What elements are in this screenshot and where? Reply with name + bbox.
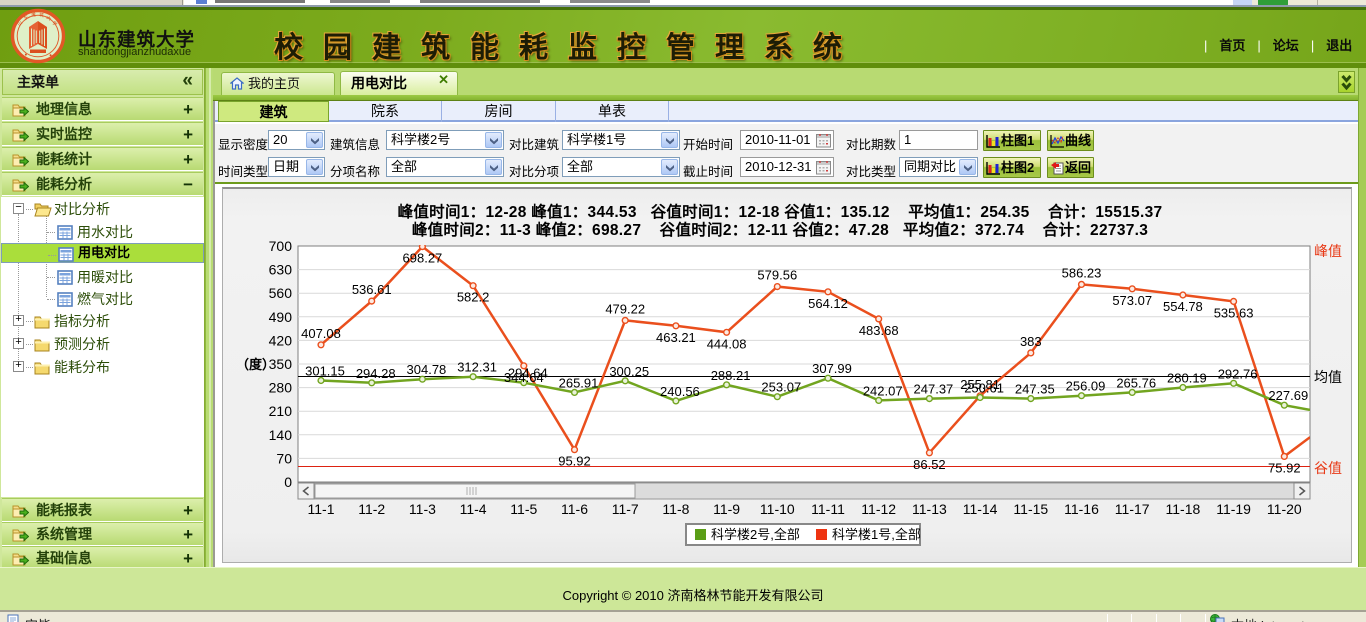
svg-text:383: 383 — [1020, 334, 1042, 349]
svg-text:479.22: 479.22 — [605, 301, 645, 316]
svg-text:579.56: 579.56 — [757, 268, 797, 283]
svg-text:峰值时间2：11-3 峰值2：698.27 谷值时间2: 峰值时间2：11-3 峰值2：698.27 谷值时间2：12-11 谷值2：47… — [412, 220, 1148, 239]
svg-text:350: 350 — [269, 356, 293, 372]
svg-text:（度）: （度） — [236, 357, 275, 372]
svg-text:242.07: 242.07 — [863, 383, 903, 398]
svg-text:255.81: 255.81 — [960, 377, 1000, 392]
svg-text:科学楼2号,全部: 科学楼2号,全部 — [711, 527, 800, 542]
svg-text:70: 70 — [276, 450, 292, 466]
svg-text:407.08: 407.08 — [301, 326, 341, 341]
svg-text:292.76: 292.76 — [1218, 366, 1258, 381]
svg-text:280.19: 280.19 — [1167, 371, 1207, 386]
svg-text:11-2: 11-2 — [358, 501, 385, 517]
svg-text:140: 140 — [269, 427, 293, 443]
svg-text:11-6: 11-6 — [561, 501, 588, 517]
svg-text:11-12: 11-12 — [861, 501, 896, 517]
svg-text:483.68: 483.68 — [859, 323, 899, 338]
svg-text:247.35: 247.35 — [1015, 382, 1055, 397]
svg-text:0: 0 — [284, 474, 292, 490]
svg-text:科学楼1号,全部: 科学楼1号,全部 — [832, 527, 921, 542]
svg-text:253.07: 253.07 — [761, 380, 801, 395]
svg-text:11-7: 11-7 — [612, 501, 639, 517]
svg-text:265.76: 265.76 — [1116, 375, 1156, 390]
svg-text:东: 东 — [22, 13, 29, 21]
svg-text:11-5: 11-5 — [510, 501, 537, 517]
svg-text:学: 学 — [51, 20, 59, 28]
svg-text:●: ● — [24, 52, 29, 58]
svg-text:463.21: 463.21 — [656, 330, 696, 345]
svg-text:247.37: 247.37 — [914, 382, 954, 397]
svg-text:筑: 筑 — [39, 11, 45, 19]
svg-text:11-20: 11-20 — [1267, 501, 1302, 517]
svg-text:11-14: 11-14 — [963, 501, 998, 517]
svg-text:280: 280 — [269, 380, 293, 396]
svg-text:11-1: 11-1 — [308, 501, 335, 517]
svg-text:307.99: 307.99 — [812, 361, 852, 376]
svg-text:554.78: 554.78 — [1163, 299, 1203, 314]
svg-text:●: ● — [48, 52, 53, 58]
svg-text:560: 560 — [269, 285, 293, 301]
svg-text:11-19: 11-19 — [1216, 501, 1251, 517]
svg-text:11-4: 11-4 — [460, 501, 487, 517]
svg-text:301.15: 301.15 — [305, 364, 345, 379]
svg-text:210: 210 — [269, 403, 293, 419]
svg-text:444.08: 444.08 — [707, 336, 747, 351]
svg-text:11-3: 11-3 — [409, 501, 436, 517]
svg-text:建: 建 — [31, 11, 37, 19]
svg-text:11-11: 11-11 — [811, 501, 845, 517]
svg-text:304.78: 304.78 — [407, 362, 447, 377]
svg-text:700: 700 — [269, 238, 293, 254]
svg-text:535.63: 535.63 — [1214, 305, 1254, 320]
svg-text:420: 420 — [269, 332, 293, 348]
svg-text:250.61: 250.61 — [964, 381, 1004, 396]
svg-text:11-13: 11-13 — [912, 501, 947, 517]
svg-text:11-10: 11-10 — [760, 501, 795, 517]
svg-text:240.56: 240.56 — [660, 384, 700, 399]
svg-text:山: 山 — [16, 19, 24, 28]
svg-text:75.92: 75.92 — [1268, 460, 1301, 475]
svg-text:大: 大 — [45, 14, 53, 23]
svg-text:11-9: 11-9 — [713, 501, 740, 517]
svg-text:294.28: 294.28 — [356, 366, 396, 381]
svg-text:11-15: 11-15 — [1013, 501, 1048, 517]
svg-text:11-16: 11-16 — [1064, 501, 1099, 517]
svg-text:11-8: 11-8 — [662, 501, 689, 517]
svg-text:谷值: 谷值 — [1314, 460, 1342, 476]
svg-text:300.25: 300.25 — [609, 364, 649, 379]
svg-text:344.64: 344.64 — [504, 370, 544, 385]
svg-text:288.21: 288.21 — [711, 368, 751, 383]
svg-text:227.69: 227.69 — [1268, 388, 1308, 403]
svg-text:582.2: 582.2 — [457, 290, 490, 305]
svg-text:698.27: 698.27 — [403, 251, 443, 266]
svg-text:294.64: 294.64 — [508, 366, 548, 381]
svg-text:573.07: 573.07 — [1112, 293, 1152, 308]
svg-text:峰值: 峰值 — [1314, 243, 1342, 259]
svg-text:630: 630 — [269, 262, 293, 278]
svg-text:256.09: 256.09 — [1066, 379, 1106, 394]
svg-text:峰值时间1：12-28 峰值1：344.53 谷值时间1: 峰值时间1：12-28 峰值1：344.53 谷值时间1：12-18 谷值1：1… — [398, 202, 1163, 221]
svg-text:11-18: 11-18 — [1166, 501, 1201, 517]
svg-text:11-17: 11-17 — [1115, 501, 1150, 517]
svg-text:586.23: 586.23 — [1062, 265, 1102, 280]
svg-text:95.92: 95.92 — [558, 454, 591, 469]
svg-text:312.31: 312.31 — [457, 360, 497, 375]
svg-text:536.61: 536.61 — [352, 282, 392, 297]
svg-text:86.52: 86.52 — [913, 457, 946, 472]
svg-text:490: 490 — [269, 309, 293, 325]
svg-text:564.12: 564.12 — [808, 296, 848, 311]
svg-text:均值: 均值 — [1314, 369, 1342, 385]
svg-text:265.91: 265.91 — [559, 375, 599, 390]
